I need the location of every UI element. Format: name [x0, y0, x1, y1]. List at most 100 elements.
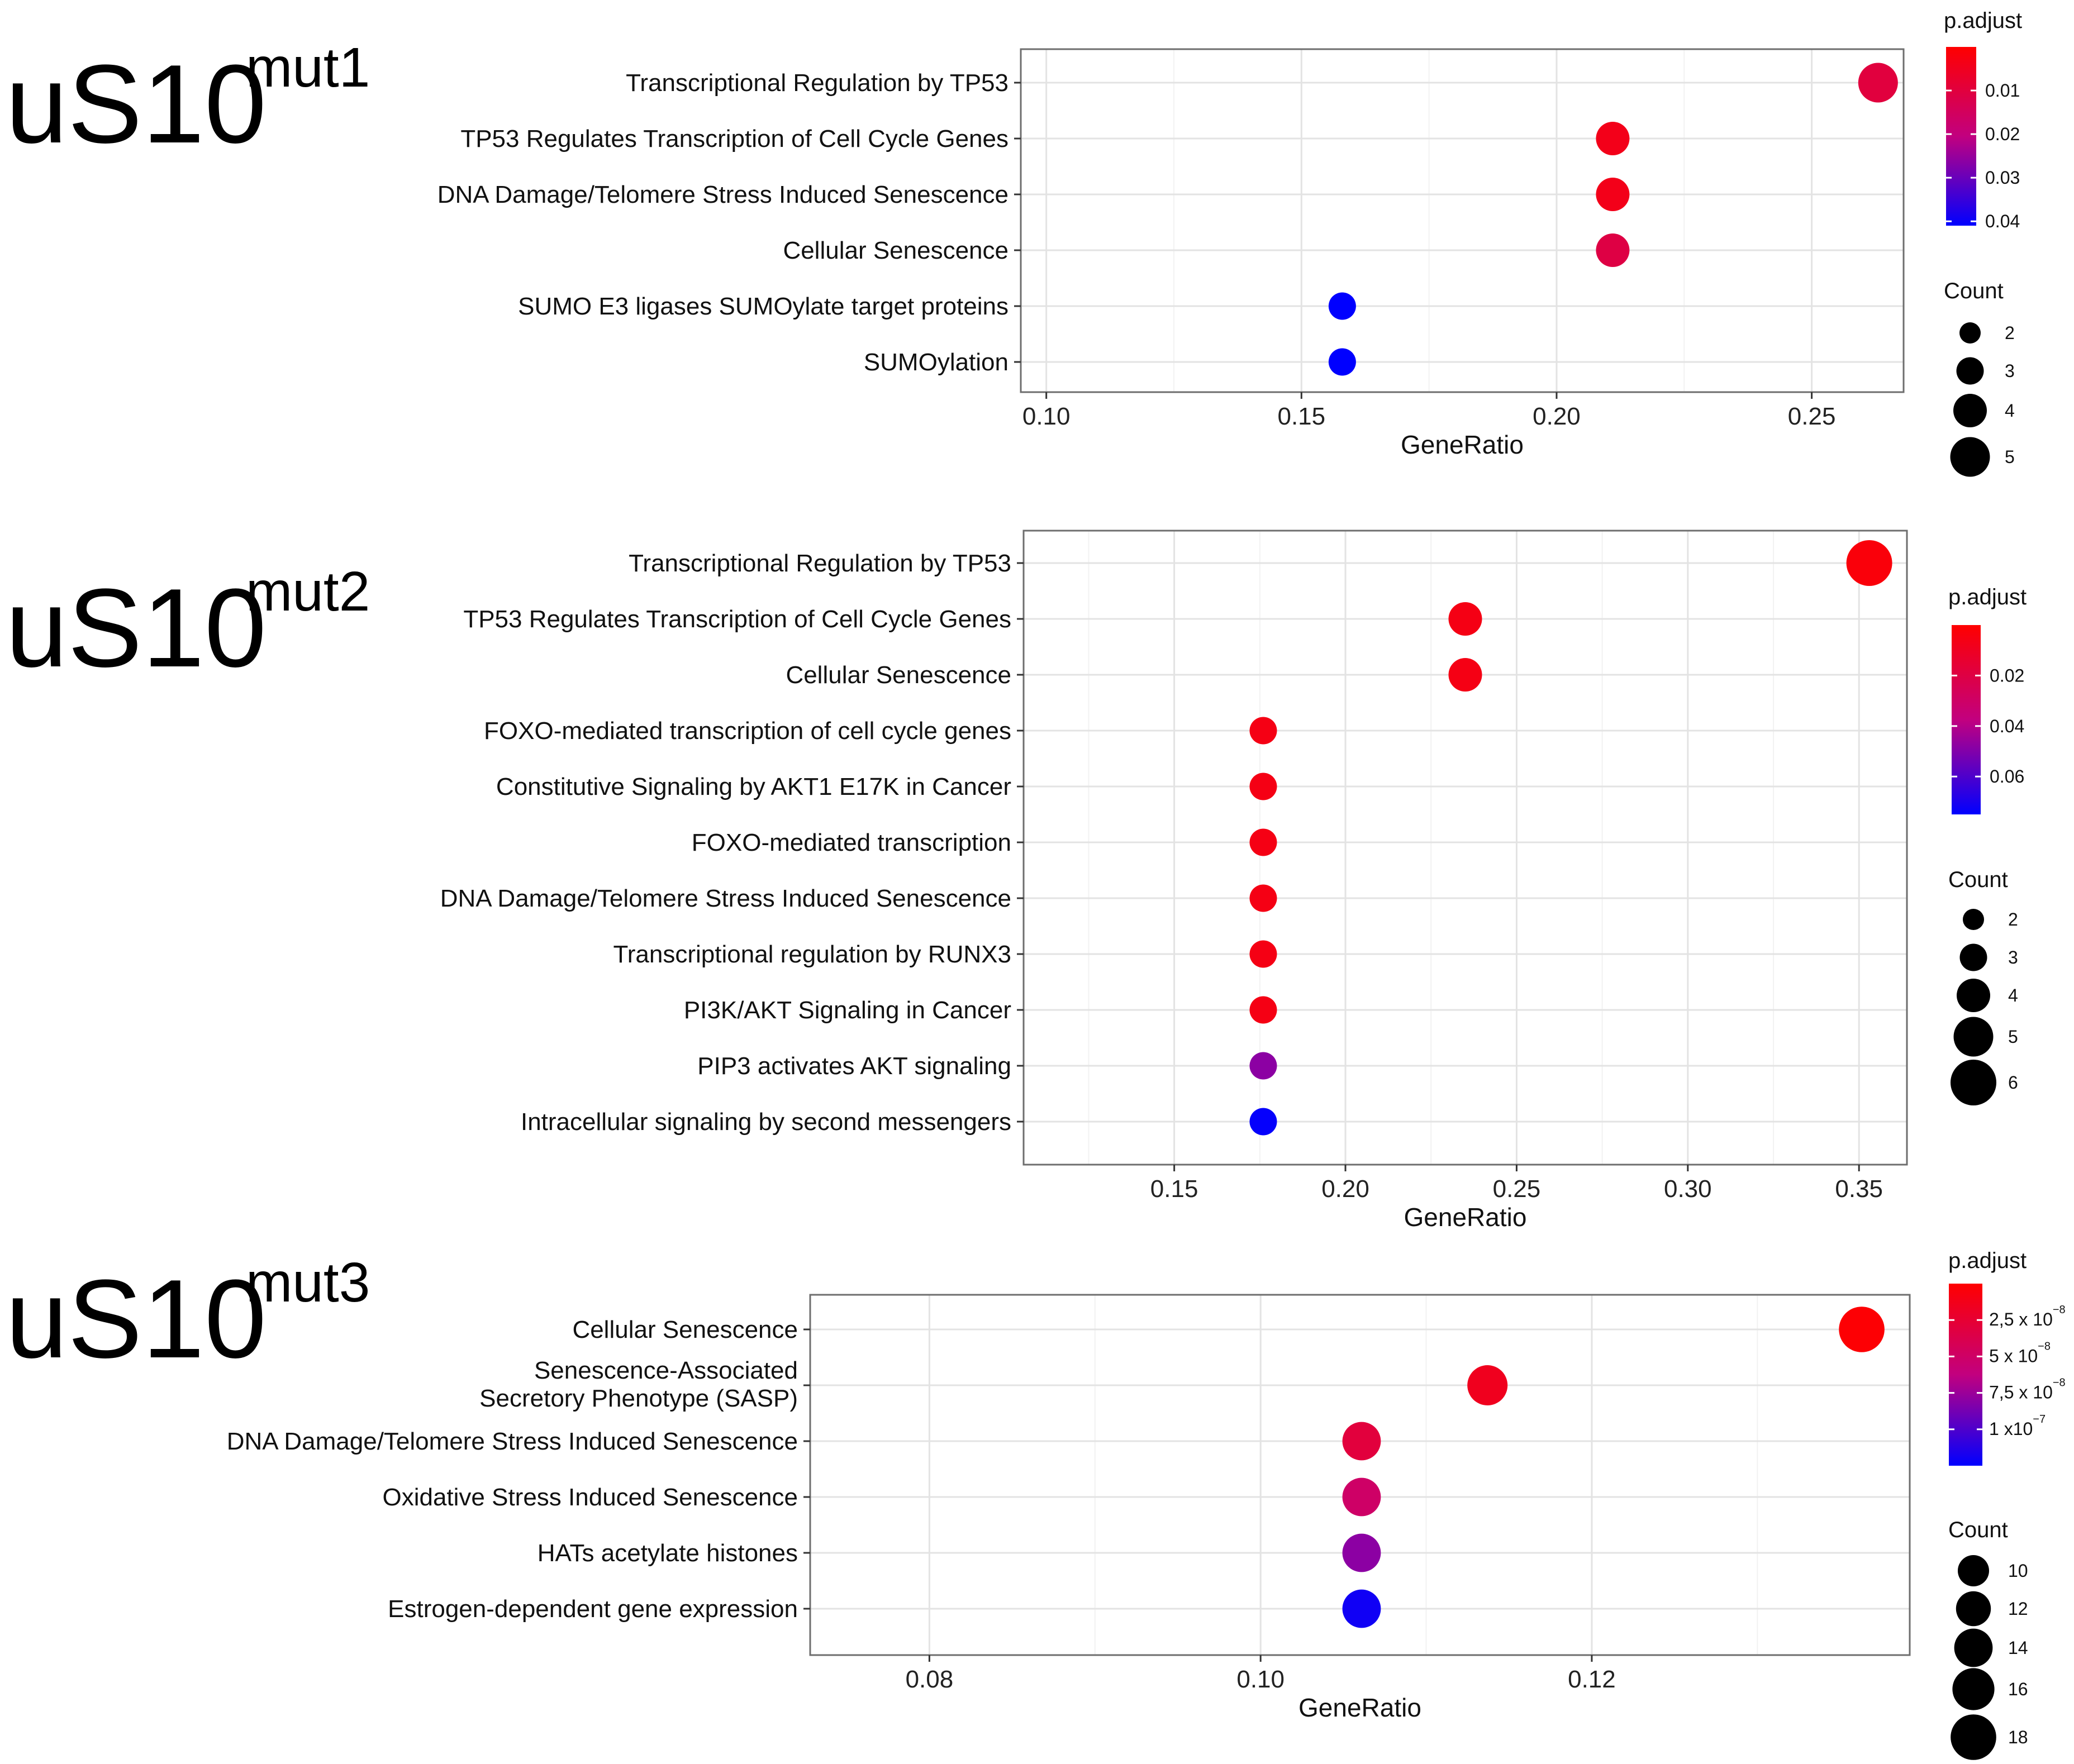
padjust-tick-label: 7,5 x 10−8 [1989, 1377, 2066, 1403]
gridlines [1021, 49, 1904, 392]
padjust-tick-mantissa: 1 x10 [1989, 1419, 2033, 1439]
category-label: TP53 Regulates Transcription of Cell Cyc… [463, 606, 1011, 633]
x-axis-title: GeneRatio [1298, 1693, 1421, 1722]
category-label: FOXO-mediated transcription of cell cycl… [484, 717, 1011, 745]
padjust-tick-mantissa: 2,5 x 10 [1989, 1309, 2053, 1329]
category-label: Oxidative Stress Induced Senescence [382, 1484, 798, 1511]
count-legend-label: 18 [2008, 1727, 2028, 1747]
count-legend-dot [1959, 322, 1981, 344]
count-legend-title: Count [1948, 1518, 2008, 1542]
count-legend-label: 5 [2008, 1027, 2018, 1047]
count-legend-dot [1954, 1628, 1993, 1667]
category-label: Transcriptional Regulation by TP53 [626, 69, 1009, 97]
count-legend-label: 2 [2005, 323, 2015, 343]
padjust-tick-label: 0.02 [1985, 124, 2020, 144]
category-label: Transcriptional regulation by RUNX3 [613, 941, 1011, 968]
category-label: Constitutive Signaling by AKT1 E17K in C… [496, 773, 1011, 800]
data-point [1249, 717, 1277, 745]
data-point [1328, 348, 1356, 376]
count-legend-dot [1951, 1060, 1996, 1105]
plot-frame [1022, 530, 1908, 1166]
padjust-legend-title: p.adjust [1948, 585, 2027, 609]
category-label: Estrogen-dependent gene expression [388, 1595, 798, 1623]
data-point [1596, 122, 1630, 155]
padjust-tick-exponent: −8 [2053, 1377, 2066, 1389]
count-legend-dot [1959, 943, 1987, 971]
count-legend-label: 4 [2008, 985, 2018, 1005]
x-tick-label: 0.15 [1277, 403, 1325, 430]
count-legend-label: 12 [2008, 1599, 2028, 1619]
count-legend-dot [1963, 909, 1984, 930]
data-point [1249, 1052, 1277, 1080]
count-legend-label: 4 [2005, 401, 2015, 421]
data-point [1448, 602, 1482, 636]
category-label: PI3K/AKT Signaling in Cancer [684, 997, 1011, 1024]
data-point [1342, 1422, 1381, 1461]
data-point [1249, 828, 1277, 856]
category-label: Transcriptional Regulation by TP53 [629, 550, 1011, 577]
x-tick-label: 0.12 [1568, 1666, 1616, 1693]
count-legend-dot [1956, 357, 1984, 385]
padjust-legend-title: p.adjust [1948, 1248, 2027, 1273]
data-point [1249, 1108, 1277, 1136]
panel-superscript: mut3 [246, 1251, 370, 1314]
gridlines [1024, 531, 1907, 1165]
count-legend-dot [1957, 979, 1990, 1012]
data-point [1249, 940, 1277, 968]
category-label: PIP3 activates AKT signaling [697, 1052, 1011, 1080]
data-point [1342, 1589, 1381, 1628]
count-legend-label: 3 [2005, 361, 2015, 381]
plot-area [1021, 49, 1904, 392]
plot-frame [1020, 48, 1905, 393]
y-axis: Cellular Senescence Senescence-Associated… [227, 1316, 810, 1623]
x-tick-label: 0.10 [1022, 403, 1071, 430]
category-label: DNA Damage/Telomere Stress Induced Senes… [440, 885, 1011, 912]
category-label: FOXO-mediated transcription [692, 829, 1011, 856]
x-axis-title: GeneRatio [1404, 1203, 1527, 1232]
plot-frame [809, 1294, 1911, 1656]
panel-title: uS10 [6, 42, 267, 166]
padjust-colorbar [1946, 47, 1976, 226]
count-legend-dot [1958, 1555, 1989, 1586]
padjust-tick-label: 0.01 [1985, 80, 2020, 101]
data-point [1596, 233, 1630, 267]
x-axis: 0.08 0.10 0.12 GeneRatio [906, 1655, 1616, 1722]
x-tick-label: 0.25 [1788, 403, 1836, 430]
padjust-legend-title: p.adjust [1944, 8, 2022, 33]
data-point [1342, 1477, 1381, 1517]
category-label-line: Secretory Phenotype (SASP) [479, 1385, 798, 1412]
padjust-tick-label: 0.04 [1990, 716, 2024, 736]
count-legend-dot [1952, 1668, 1995, 1710]
category-label: SUMO E3 ligases SUMOylate target protein… [518, 293, 1009, 320]
data-point [1846, 540, 1892, 586]
padjust-tick-label: 1 x10−7 [1989, 1413, 2046, 1439]
count-legend-label: 6 [2008, 1072, 2018, 1093]
count-legend-title: Count [1944, 279, 2004, 303]
data-point [1448, 658, 1482, 692]
panel-superscript: mut1 [246, 36, 370, 99]
category-label: Cellular Senescence [786, 661, 1011, 689]
category-label-line: Senescence-Associated [534, 1357, 798, 1384]
padjust-tick-label: 0.04 [1985, 211, 2020, 231]
padjust-tick-label: 0.06 [1990, 766, 2024, 786]
data-point [1596, 178, 1630, 211]
padjust-tick-label: 2,5 x 10−8 [1989, 1304, 2066, 1329]
padjust-tick-exponent: −8 [2038, 1340, 2051, 1352]
category-label: TP53 Regulates Transcription of Cell Cyc… [460, 125, 1009, 152]
count-legend-dot [1953, 394, 1987, 427]
data-points [1342, 1307, 1885, 1628]
category-label: Cellular Senescence [572, 1316, 798, 1343]
padjust-tick-label: 5 x 10−8 [1989, 1340, 2051, 1366]
count-legend-title: Count [1948, 867, 2008, 892]
data-point [1249, 884, 1277, 912]
count-legend-dot [1956, 1591, 1991, 1627]
category-label: Senescence-Associated Secretory Phenotype… [479, 1357, 798, 1412]
x-tick-label: 0.10 [1236, 1666, 1285, 1693]
x-axis: 0.15 0.20 0.25 0.30 0.35 GeneRatio [1150, 1165, 1883, 1232]
panel-title: uS10 [6, 566, 267, 690]
data-point [1249, 996, 1277, 1024]
